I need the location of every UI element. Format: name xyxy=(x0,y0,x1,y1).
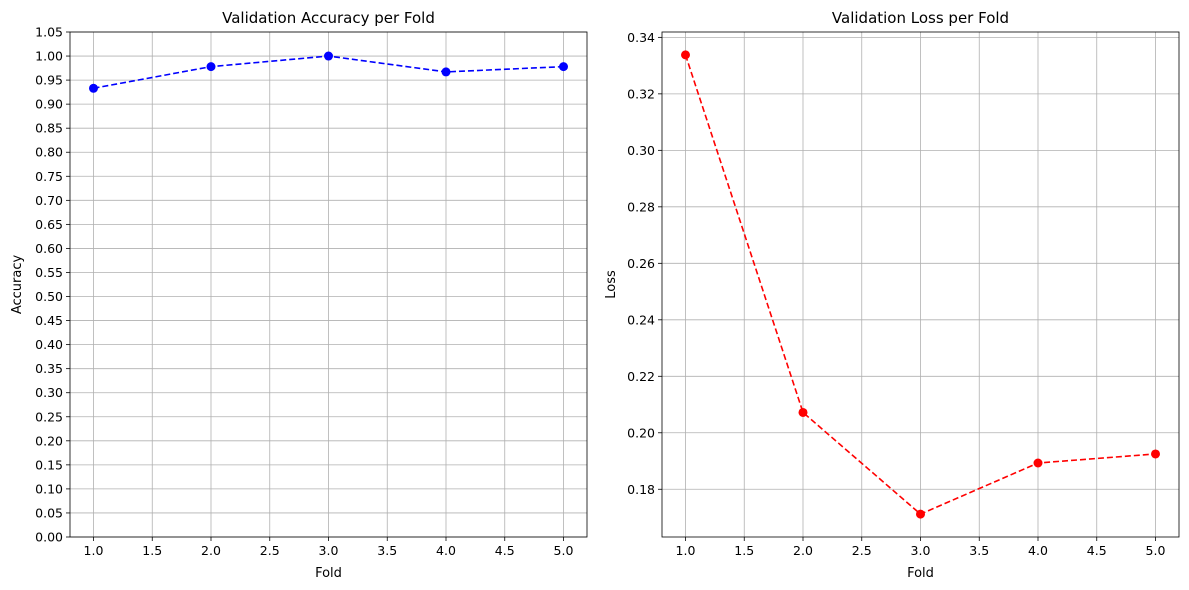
accuracy-y-axis-label: Accuracy xyxy=(10,255,25,315)
loss-data-point xyxy=(681,50,690,60)
loss-data-point xyxy=(1033,458,1043,468)
accuracy-x-tick-label: 2.5 xyxy=(260,543,280,558)
accuracy-y-tick-label: 0.85 xyxy=(35,121,63,136)
loss-x-tick-label: 2.0 xyxy=(793,543,813,558)
loss-x-axis-label: Fold xyxy=(907,566,934,581)
accuracy-data-point xyxy=(441,67,451,77)
accuracy-data-point xyxy=(89,83,98,93)
accuracy-data-point xyxy=(324,51,333,61)
accuracy-y-tick-label: 0.80 xyxy=(35,145,63,160)
accuracy-y-tick-label: 0.40 xyxy=(35,337,63,352)
loss-y-tick-label: 0.28 xyxy=(627,199,655,214)
loss-x-tick-label: 2.5 xyxy=(852,543,872,558)
loss-x-tick-label: 1.5 xyxy=(734,543,754,558)
accuracy-y-tick-label: 1.05 xyxy=(35,25,63,40)
accuracy-x-axis-label: Fold xyxy=(315,566,342,581)
loss-x-tick-label: 5.0 xyxy=(1146,543,1166,558)
loss-y-axis-label: Loss xyxy=(604,270,619,299)
accuracy-chart: 1.0 1.5 2.0 2.5 3.0 3.5 4.0 4.5 5.0 0.00 0.05 0.10 0… xyxy=(10,9,588,581)
loss-chart-title: Validation Loss per Fold xyxy=(832,9,1009,27)
accuracy-y-tick-label: 0.30 xyxy=(35,385,63,400)
accuracy-chart-title: Validation Accuracy per Fold xyxy=(222,9,435,27)
loss-y-tick-label: 0.30 xyxy=(627,143,655,158)
accuracy-y-tick-label: 1.00 xyxy=(35,49,63,64)
loss-y-tick-label: 0.22 xyxy=(627,369,655,384)
loss-chart: 1.0 1.5 2.0 2.5 3.0 3.5 4.0 4.5 5.0 0.18 0.20 0.22 0… xyxy=(604,9,1180,581)
loss-y-tick-label: 0.24 xyxy=(627,312,655,327)
accuracy-x-tick-label: 3.0 xyxy=(319,543,339,558)
accuracy-y-tick-label: 0.75 xyxy=(35,169,63,184)
accuracy-y-tick-label: 0.70 xyxy=(35,193,63,208)
loss-y-tick-label: 0.20 xyxy=(627,425,655,440)
accuracy-x-tick-label: 4.0 xyxy=(436,543,456,558)
loss-y-tick-label: 0.32 xyxy=(627,86,655,101)
accuracy-y-tick-label: 0.05 xyxy=(35,505,63,520)
accuracy-y-tick-label: 0.50 xyxy=(35,289,63,304)
loss-x-tick-label: 4.0 xyxy=(1028,543,1048,558)
accuracy-x-tick-label: 5.0 xyxy=(554,543,574,558)
accuracy-y-tick-label: 0.25 xyxy=(35,409,63,424)
loss-axes-frame xyxy=(661,31,1180,538)
accuracy-y-tick-label: 0.10 xyxy=(35,481,63,496)
accuracy-y-tick-label: 0.15 xyxy=(35,457,63,472)
accuracy-axes-frame xyxy=(69,31,588,538)
accuracy-data-point xyxy=(206,62,216,72)
accuracy-data-point xyxy=(559,62,568,72)
accuracy-x-tick-label: 3.5 xyxy=(377,543,397,558)
accuracy-y-tick-label: 0.60 xyxy=(35,241,63,256)
loss-x-tick-label: 1.0 xyxy=(676,543,696,558)
accuracy-x-tick-label: 1.5 xyxy=(142,543,162,558)
accuracy-y-tick-label: 0.90 xyxy=(35,97,63,112)
accuracy-y-tick-label: 0.35 xyxy=(35,361,63,376)
accuracy-x-tick-label: 4.5 xyxy=(495,543,515,558)
loss-data-point xyxy=(916,509,925,519)
loss-x-tick-label: 3.5 xyxy=(969,543,989,558)
accuracy-y-tick-label: 0.00 xyxy=(35,530,63,545)
accuracy-x-tick-label: 2.0 xyxy=(201,543,221,558)
loss-y-tick-label: 0.18 xyxy=(627,482,655,497)
loss-x-tick-label: 3.0 xyxy=(911,543,931,558)
loss-y-tick-label: 0.34 xyxy=(627,30,655,45)
accuracy-y-tick-label: 0.55 xyxy=(35,265,63,280)
loss-data-point xyxy=(798,407,808,417)
accuracy-y-tick-label: 0.65 xyxy=(35,217,63,232)
loss-y-tick-label: 0.26 xyxy=(627,256,655,271)
accuracy-x-tick-label: 1.0 xyxy=(84,543,104,558)
accuracy-y-tick-label: 0.95 xyxy=(35,73,63,88)
accuracy-y-tick-label: 0.45 xyxy=(35,313,63,328)
accuracy-y-tick-label: 0.20 xyxy=(35,433,63,448)
loss-data-point xyxy=(1151,449,1160,459)
loss-x-tick-label: 4.5 xyxy=(1087,543,1107,558)
